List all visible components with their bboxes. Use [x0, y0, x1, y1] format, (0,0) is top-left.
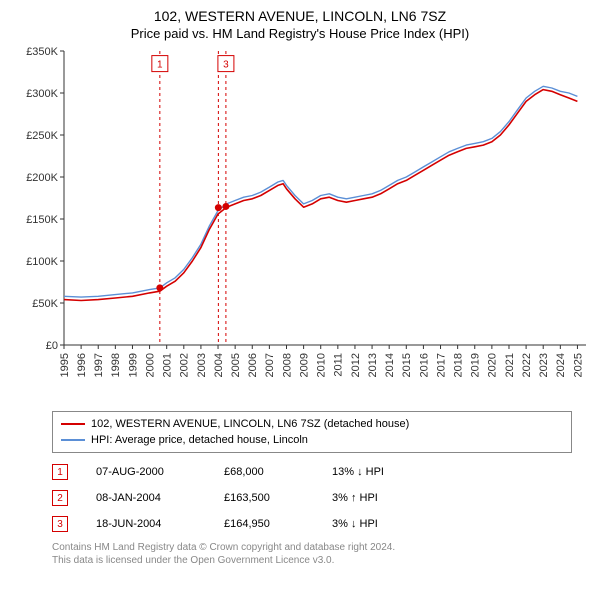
- sale-pct: 3% ↑ HPI: [332, 492, 442, 504]
- svg-text:1996: 1996: [76, 353, 88, 377]
- sale-number: 3: [57, 519, 63, 530]
- sale-row: 3 18-JUN-2004 £164,950 3% ↓ HPI: [52, 511, 572, 537]
- svg-text:£150K: £150K: [26, 214, 58, 226]
- sale-marker-box: 1: [52, 464, 68, 480]
- sale-price: £164,950: [224, 518, 304, 530]
- svg-text:1998: 1998: [110, 353, 122, 377]
- license-line: Contains HM Land Registry data © Crown c…: [52, 541, 590, 554]
- legend-swatch: [61, 423, 85, 425]
- sale-marker-box: 2: [52, 490, 68, 506]
- svg-text:2002: 2002: [179, 353, 191, 377]
- svg-text:2015: 2015: [401, 353, 413, 377]
- svg-text:2001: 2001: [162, 353, 174, 377]
- svg-text:2025: 2025: [572, 353, 584, 377]
- svg-text:£200K: £200K: [26, 172, 58, 184]
- svg-text:£100K: £100K: [26, 256, 58, 268]
- legend-swatch: [61, 439, 85, 441]
- sale-pct: 3% ↓ HPI: [332, 518, 442, 530]
- sale-row: 1 07-AUG-2000 £68,000 13% ↓ HPI: [52, 459, 572, 485]
- legend-label: HPI: Average price, detached house, Linc…: [91, 434, 308, 446]
- title-subtitle: Price paid vs. HM Land Registry's House …: [10, 26, 590, 41]
- sale-date: 07-AUG-2000: [96, 466, 196, 478]
- legend: 102, WESTERN AVENUE, LINCOLN, LN6 7SZ (d…: [52, 411, 572, 453]
- svg-text:2007: 2007: [264, 353, 276, 377]
- svg-text:2010: 2010: [316, 353, 328, 377]
- chart-svg: £0 £50K £100K £150K £200K £250K £300K £350K 1995…: [10, 45, 590, 405]
- svg-text:1999: 1999: [127, 353, 139, 377]
- svg-text:2013: 2013: [367, 353, 379, 377]
- sale-pct: 13% ↓ HPI: [332, 466, 442, 478]
- title-block: 102, WESTERN AVENUE, LINCOLN, LN6 7SZ Pr…: [10, 8, 590, 41]
- svg-text:£350K: £350K: [26, 46, 58, 58]
- svg-text:2017: 2017: [435, 353, 447, 377]
- svg-text:£300K: £300K: [26, 88, 58, 100]
- svg-text:£250K: £250K: [26, 130, 58, 142]
- sale-number: 1: [57, 467, 63, 478]
- svg-text:2006: 2006: [247, 353, 259, 377]
- license-text: Contains HM Land Registry data © Crown c…: [52, 541, 590, 567]
- svg-text:2021: 2021: [504, 353, 516, 377]
- svg-text:2022: 2022: [521, 353, 533, 377]
- svg-text:2020: 2020: [487, 353, 499, 377]
- svg-text:£0: £0: [46, 340, 58, 352]
- svg-text:3: 3: [223, 60, 229, 71]
- svg-text:2014: 2014: [384, 353, 396, 377]
- svg-text:2005: 2005: [230, 353, 242, 377]
- sale-number: 2: [57, 493, 63, 504]
- legend-label: 102, WESTERN AVENUE, LINCOLN, LN6 7SZ (d…: [91, 418, 409, 430]
- svg-text:2000: 2000: [144, 353, 156, 377]
- sales-table: 1 07-AUG-2000 £68,000 13% ↓ HPI 2 08-JAN…: [52, 459, 572, 537]
- svg-text:2004: 2004: [213, 353, 225, 377]
- chart-area: £0 £50K £100K £150K £200K £250K £300K £350K 1995…: [10, 45, 590, 405]
- svg-text:£50K: £50K: [32, 298, 58, 310]
- svg-text:2009: 2009: [298, 353, 310, 377]
- legend-row: HPI: Average price, detached house, Linc…: [61, 432, 563, 448]
- svg-text:2024: 2024: [555, 353, 567, 377]
- svg-text:1995: 1995: [59, 353, 71, 377]
- sale-date: 18-JUN-2004: [96, 518, 196, 530]
- sale-price: £68,000: [224, 466, 304, 478]
- svg-text:1997: 1997: [93, 353, 105, 377]
- svg-text:2023: 2023: [538, 353, 550, 377]
- sale-marker-box: 3: [52, 516, 68, 532]
- svg-text:2018: 2018: [452, 353, 464, 377]
- sale-date: 08-JAN-2004: [96, 492, 196, 504]
- svg-text:2008: 2008: [281, 353, 293, 377]
- svg-text:1: 1: [157, 60, 163, 71]
- sale-price: £163,500: [224, 492, 304, 504]
- license-line: This data is licensed under the Open Gov…: [52, 554, 590, 567]
- chart-container: 102, WESTERN AVENUE, LINCOLN, LN6 7SZ Pr…: [0, 0, 600, 577]
- sale-row: 2 08-JAN-2004 £163,500 3% ↑ HPI: [52, 485, 572, 511]
- svg-text:2019: 2019: [470, 353, 482, 377]
- svg-text:2016: 2016: [418, 353, 430, 377]
- legend-row: 102, WESTERN AVENUE, LINCOLN, LN6 7SZ (d…: [61, 416, 563, 432]
- svg-text:2011: 2011: [333, 353, 345, 377]
- title-address: 102, WESTERN AVENUE, LINCOLN, LN6 7SZ: [10, 8, 590, 24]
- svg-text:2012: 2012: [350, 353, 362, 377]
- svg-text:2003: 2003: [196, 353, 208, 377]
